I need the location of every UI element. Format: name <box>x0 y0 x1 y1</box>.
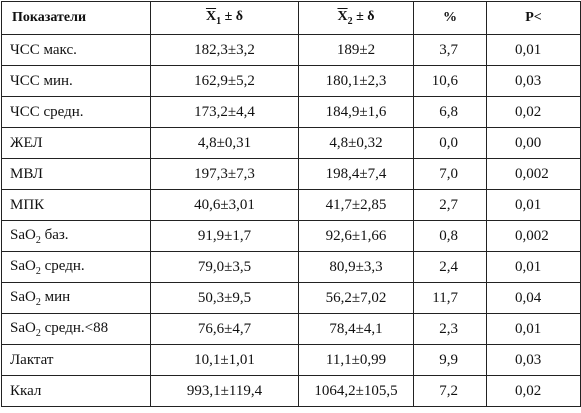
table-cell: 0,03 <box>486 65 581 97</box>
table-cell: 7,2 <box>413 375 487 407</box>
table-row: SaO2 баз. 91,9±1,7 92,6±1,66 0,8 0,002 <box>1 220 581 252</box>
header-row: Показатели X1 ± δ X2 ± δ% P< <box>1 1 581 35</box>
table-body: ЧСС макс. 182,3±3,2 189±2 3,7 0,01 ЧСС мин. 16… <box>1 34 581 407</box>
table-cell: 0,002 <box>486 158 581 190</box>
table-row: SaO2 средн. 79,0±3,5 80,9±3,3 2,4 0,01 <box>1 251 581 283</box>
table-cell: 180,1±2,3 <box>298 65 414 97</box>
table-cell: МПК <box>1 189 151 221</box>
table-cell: 78,4±4,1 <box>298 313 414 345</box>
table-cell: 4,8±0,32 <box>298 127 414 159</box>
table-cell: 0,04 <box>486 282 581 314</box>
table-cell: SaO2 баз. <box>1 220 151 252</box>
table-cell: 10,6 <box>413 65 487 97</box>
subscript: 2 <box>35 234 41 246</box>
table-cell: 50,3±9,5 <box>150 282 299 314</box>
table-cell: 0,01 <box>486 34 581 66</box>
table-cell: 1064,2±105,5 <box>298 375 414 407</box>
table-cell: ЖЕЛ <box>1 127 151 159</box>
table-row: Ккал 993,1±119,4 1064,2±105,5 7,2 0,02 <box>1 375 581 407</box>
header-cell: X1 ± δ <box>150 1 299 35</box>
table-cell: ЧСС макс. <box>1 34 151 66</box>
table-row: ЧСС мин. 162,9±5,2 180,1±2,3 10,6 0,03 <box>1 65 581 97</box>
table-cell: 0,01 <box>486 189 581 221</box>
cell-text: SaO <box>10 319 36 336</box>
table-cell: 79,0±3,5 <box>150 251 299 283</box>
cell-suffix: средн. <box>40 257 85 274</box>
table-cell: 9,9 <box>413 344 487 376</box>
table-row: МПК 40,6±3,01 41,7±2,85 2,7 0,01 <box>1 189 581 221</box>
subscript: 2 <box>35 265 41 277</box>
table-cell: 0,02 <box>486 96 581 128</box>
table-row: ЖЕЛ 4,8±0,31 4,8±0,32 0,0 0,00 <box>1 127 581 159</box>
table-cell: 11,7 <box>413 282 487 314</box>
header-cell: % <box>413 1 487 35</box>
table-cell: 2,7 <box>413 189 487 221</box>
subscript: 1 <box>216 15 222 27</box>
table-cell: 162,9±5,2 <box>150 65 299 97</box>
table-row: ЧСС макс. 182,3±3,2 189±2 3,7 0,01 <box>1 34 581 66</box>
table-cell: 198,4±7,4 <box>298 158 414 190</box>
table-row: Лактат 10,1±1,01 11,1±0,99 9,9 0,03 <box>1 344 581 376</box>
table-cell: ЧСС средн. <box>1 96 151 128</box>
cell-text: SaO <box>10 226 36 243</box>
table-cell: 184,9±1,6 <box>298 96 414 128</box>
table-cell: 0,0 <box>413 127 487 159</box>
table-cell: 189±2 <box>298 34 414 66</box>
table-cell: 41,7±2,85 <box>298 189 414 221</box>
table-cell: 3,7 <box>413 34 487 66</box>
table-cell: 76,6±4,7 <box>150 313 299 345</box>
table-cell: 0,8 <box>413 220 487 252</box>
table-cell: 92,6±1,66 <box>298 220 414 252</box>
cell-suffix: ± δ <box>352 9 375 25</box>
subscript: 2 <box>35 296 41 308</box>
cell-text: X <box>337 9 348 25</box>
cell-text: X <box>205 9 217 25</box>
table-cell: 80,9±3,3 <box>298 251 414 283</box>
table-cell: 0,01 <box>486 251 581 283</box>
table-cell: 0,01 <box>486 313 581 345</box>
cell-suffix: баз. <box>40 226 69 243</box>
table-cell: 4,8±0,31 <box>150 127 299 159</box>
table-cell: 6,8 <box>413 96 487 128</box>
table-cell: 993,1±119,4 <box>150 375 299 407</box>
subscript: 2 <box>35 327 41 339</box>
table-cell: SaO2 средн. <box>1 251 151 283</box>
table-cell: 2,4 <box>413 251 487 283</box>
table-cell: 2,3 <box>413 313 487 345</box>
cell-suffix: средн.<88 <box>40 319 109 336</box>
table-cell: SaO2 мин <box>1 282 151 314</box>
header-cell: X2 ± δ <box>298 1 414 35</box>
table-cell: SaO2 средн.<88 <box>1 313 151 345</box>
table-cell: 0,002 <box>486 220 581 252</box>
cell-suffix: мин <box>40 288 71 305</box>
cell-text: SaO <box>10 288 36 305</box>
table-cell: 56,2±7,02 <box>298 282 414 314</box>
cell-suffix: ± δ <box>221 9 244 25</box>
header-cell: P< <box>486 1 581 35</box>
table-cell: 173,2±4,4 <box>150 96 299 128</box>
table-cell: 182,3±3,2 <box>150 34 299 66</box>
table-cell: 197,3±7,3 <box>150 158 299 190</box>
table-cell: МВЛ <box>1 158 151 190</box>
table-row: SaO2 мин 50,3±9,5 56,2±7,02 11,7 0,04 <box>1 282 581 314</box>
table-cell: 0,00 <box>486 127 581 159</box>
subscript: 2 <box>347 15 353 27</box>
table-cell: Ккал <box>1 375 151 407</box>
header-cell: Показатели <box>1 1 151 35</box>
table-cell: ЧСС мин. <box>1 65 151 97</box>
table-row: ЧСС средн. 173,2±4,4 184,9±1,6 6,8 0,02 <box>1 96 581 128</box>
table-row: МВЛ 197,3±7,3 198,4±7,4 7,0 0,002 <box>1 158 581 190</box>
table-cell: 11,1±0,99 <box>298 344 414 376</box>
table-cell: 0,03 <box>486 344 581 376</box>
table-cell: 91,9±1,7 <box>150 220 299 252</box>
table-cell: 10,1±1,01 <box>150 344 299 376</box>
cell-text: SaO <box>10 257 36 274</box>
table-cell: 40,6±3,01 <box>150 189 299 221</box>
table-cell: 0,02 <box>486 375 581 407</box>
table-row: SaO2 средн.<88 76,6±4,7 78,4±4,1 2,3 0,01 <box>1 313 581 345</box>
table-cell: Лактат <box>1 344 151 376</box>
table-cell: 7,0 <box>413 158 487 190</box>
